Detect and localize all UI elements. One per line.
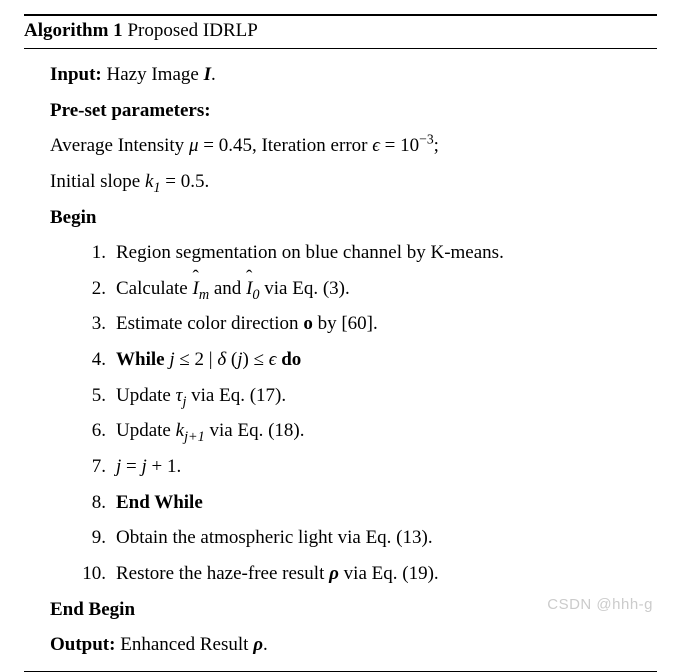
step-number: 9. xyxy=(74,525,116,551)
step-row: 10.Restore the haze-free result ρ via Eq… xyxy=(74,556,657,592)
output-label: Output: xyxy=(50,634,115,655)
preset-label: Pre-set parameters: xyxy=(50,100,211,121)
step-body: Restore the haze-free result ρ via Eq. (… xyxy=(116,561,657,587)
step-number: 5. xyxy=(74,383,116,409)
step-number: 8. xyxy=(74,490,116,516)
k1-value: 0.5 xyxy=(181,171,205,192)
step-row: 8.End While xyxy=(74,485,657,521)
preset-label-line: Pre-set parameters: xyxy=(50,93,657,129)
step-body: End While xyxy=(116,490,657,516)
input-text-post: . xyxy=(211,64,216,85)
eps-value: 10−3 xyxy=(400,135,434,156)
step-body: Estimate color direction o by [60]. xyxy=(116,311,657,337)
input-symbol: I xyxy=(204,64,211,85)
begin-label: Begin xyxy=(50,207,96,228)
output-symbol: ρ xyxy=(253,634,263,655)
step-body: While j ≤ 2 | δ (j) ≤ ϵ do xyxy=(116,347,657,373)
step-body: Update kj+1 via Eq. (18). xyxy=(116,418,657,444)
output-text-pre: Enhanced Result xyxy=(120,634,253,655)
step-row: 7.j = j + 1. xyxy=(74,449,657,485)
output-text-post: . xyxy=(263,634,268,655)
step-body: Calculate Im and I0 via Eq. (3). xyxy=(116,276,657,302)
mu-value: 0.45 xyxy=(219,135,252,156)
algorithm-body: Input: Hazy Image I. Pre-set parameters:… xyxy=(24,49,657,671)
step-row: 9.Obtain the atmospheric light via Eq. (… xyxy=(74,520,657,556)
output-line: Output: Enhanced Result ρ. xyxy=(50,627,657,663)
step-row: 6.Update kj+1 via Eq. (18). xyxy=(74,413,657,449)
step-number: 4. xyxy=(74,347,116,373)
step-row: 4.While j ≤ 2 | δ (j) ≤ ϵ do xyxy=(74,342,657,378)
caption-prefix: Algorithm 1 xyxy=(24,20,123,41)
step-number: 6. xyxy=(74,418,116,444)
eps-label: , Iteration error xyxy=(252,135,372,156)
step-number: 7. xyxy=(74,454,116,480)
algorithm-block: Algorithm 1 Proposed IDRLP Input: Hazy I… xyxy=(24,14,657,672)
step-row: 1.Region segmentation on blue channel by… xyxy=(74,235,657,271)
step-body: Obtain the atmospheric light via Eq. (13… xyxy=(116,525,657,551)
step-row: 3.Estimate color direction o by [60]. xyxy=(74,306,657,342)
input-label: Input: xyxy=(50,64,102,85)
step-number: 10. xyxy=(74,561,116,587)
step-body: Region segmentation on blue channel by K… xyxy=(116,240,657,266)
preset-values-line-2: Initial slope k1 = 0.5. xyxy=(50,164,657,200)
step-row: 5.Update τj via Eq. (17). xyxy=(74,378,657,414)
step-number: 2. xyxy=(74,276,116,302)
k1-trail: . xyxy=(205,171,210,192)
preset-values-line-1: Average Intensity μ = 0.45, Iteration er… xyxy=(50,128,657,164)
mu-label: Average Intensity xyxy=(50,135,189,156)
eps-symbol: ϵ xyxy=(372,135,380,156)
input-line: Input: Hazy Image I. xyxy=(50,57,657,93)
k1-symbol: k1 xyxy=(145,171,161,192)
watermark-text: CSDN @hhh-g xyxy=(547,596,653,613)
eps-trail: ; xyxy=(434,135,439,156)
k1-label: Initial slope xyxy=(50,171,145,192)
algorithm-caption: Algorithm 1 Proposed IDRLP xyxy=(24,16,657,48)
step-body: Update τj via Eq. (17). xyxy=(116,383,657,409)
end-begin-label: End Begin xyxy=(50,599,135,620)
steps-list: 1.Region segmentation on blue channel by… xyxy=(50,235,657,591)
step-number: 3. xyxy=(74,311,116,337)
input-text-pre: Hazy Image xyxy=(107,64,204,85)
step-row: 2.Calculate Im and I0 via Eq. (3). xyxy=(74,271,657,307)
step-body: j = j + 1. xyxy=(116,454,657,480)
step-number: 1. xyxy=(74,240,116,266)
begin-line: Begin xyxy=(50,200,657,236)
mu-symbol: μ xyxy=(189,135,199,156)
caption-title: Proposed IDRLP xyxy=(127,20,257,41)
